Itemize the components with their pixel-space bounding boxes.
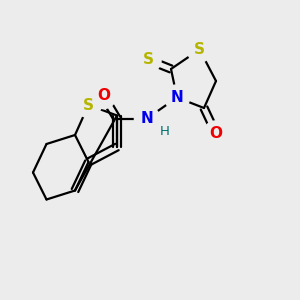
Circle shape: [187, 37, 212, 62]
Circle shape: [76, 92, 101, 118]
Text: H: H: [160, 124, 169, 138]
Circle shape: [136, 47, 161, 73]
Text: S: S: [83, 98, 94, 112]
Text: O: O: [97, 88, 110, 104]
Circle shape: [134, 106, 160, 131]
Circle shape: [203, 121, 229, 146]
Circle shape: [164, 85, 190, 110]
Text: N: N: [171, 90, 183, 105]
Text: S: S: [194, 42, 205, 57]
Circle shape: [91, 83, 116, 109]
Text: S: S: [143, 52, 154, 68]
Text: N: N: [141, 111, 153, 126]
Text: O: O: [209, 126, 223, 141]
